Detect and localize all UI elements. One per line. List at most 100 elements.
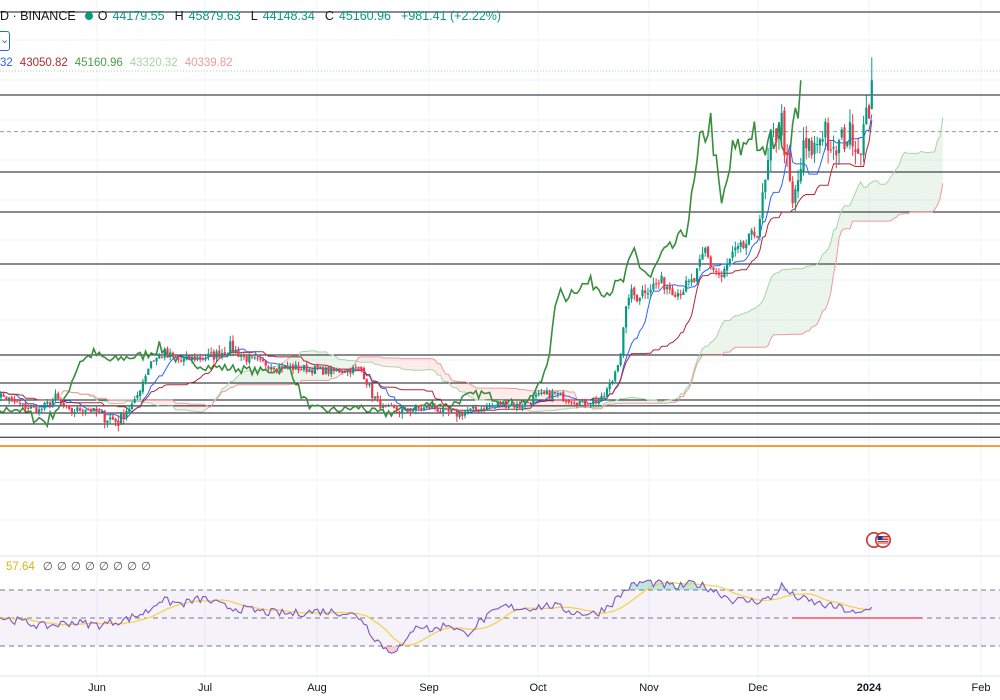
candle-body[interactable] <box>488 406 491 408</box>
candle-body[interactable] <box>13 398 16 403</box>
candle-body[interactable] <box>253 357 256 359</box>
candle-body[interactable] <box>723 269 726 278</box>
candle-body[interactable] <box>701 253 704 260</box>
candle-body[interactable] <box>775 128 778 142</box>
candle-body[interactable] <box>821 139 824 142</box>
candle-body[interactable] <box>665 286 669 290</box>
candle-body[interactable] <box>281 366 284 370</box>
candle-body[interactable] <box>365 378 368 385</box>
candle-body[interactable] <box>783 110 786 156</box>
candle-body[interactable] <box>523 401 527 407</box>
candle-body[interactable] <box>250 356 254 358</box>
candle-body[interactable] <box>360 366 363 370</box>
symbol-legend[interactable]: D · BINANCE O 44179.55 H 45879.63 L 44148.34 C 4… <box>0 9 506 23</box>
candle-body[interactable] <box>564 400 568 402</box>
candle-body[interactable] <box>401 408 404 414</box>
candle-body[interactable] <box>756 236 759 238</box>
candle-body[interactable] <box>453 409 456 411</box>
candle-body[interactable] <box>174 356 177 358</box>
candle-body[interactable] <box>338 369 341 373</box>
candle-body[interactable] <box>256 357 259 359</box>
candle-body[interactable] <box>507 405 510 408</box>
candle-body[interactable] <box>387 405 390 407</box>
candle-body[interactable] <box>351 367 355 373</box>
candle-body[interactable] <box>392 405 396 408</box>
candle-body[interactable] <box>848 122 852 145</box>
candle-body[interactable] <box>753 231 756 236</box>
candle-body[interactable] <box>106 420 109 423</box>
candle-body[interactable] <box>655 283 658 285</box>
candle-body[interactable] <box>802 140 805 173</box>
candle-body[interactable] <box>674 294 677 297</box>
candle-body[interactable] <box>29 406 33 409</box>
candle-body[interactable] <box>201 358 205 360</box>
candle-body[interactable] <box>644 290 647 294</box>
candle-body[interactable] <box>600 395 603 400</box>
candle-body[interactable] <box>515 403 518 409</box>
candle-body[interactable] <box>570 401 573 403</box>
candle-body[interactable] <box>16 401 19 403</box>
candle-body[interactable] <box>144 375 147 382</box>
candle-body[interactable] <box>272 368 276 370</box>
candle-body[interactable] <box>603 395 606 397</box>
candle-body[interactable] <box>649 289 652 293</box>
candle-body[interactable] <box>32 406 35 408</box>
candle-body[interactable] <box>196 356 199 360</box>
candle-body[interactable] <box>513 404 516 408</box>
candle-body[interactable] <box>40 408 43 410</box>
candle-body[interactable] <box>294 364 297 370</box>
candle-body[interactable] <box>57 393 60 399</box>
candle-body[interactable] <box>346 369 349 373</box>
candle-body[interactable] <box>379 399 382 409</box>
candlesticks[interactable] <box>0 57 873 432</box>
rsi-pane[interactable] <box>0 555 1000 654</box>
candle-body[interactable] <box>163 348 166 358</box>
candle-body[interactable] <box>608 382 611 390</box>
candle-body[interactable] <box>824 121 827 138</box>
candle-body[interactable] <box>27 407 30 409</box>
candle-body[interactable] <box>270 367 273 370</box>
candle-body[interactable] <box>496 402 499 406</box>
candle-body[interactable] <box>679 293 682 296</box>
candle-body[interactable] <box>169 352 172 357</box>
candle-body[interactable] <box>854 149 857 152</box>
candle-body[interactable] <box>166 348 169 356</box>
candle-body[interactable] <box>376 395 379 399</box>
candle-body[interactable] <box>180 360 183 362</box>
candle-body[interactable] <box>89 409 93 412</box>
candle-body[interactable] <box>690 279 693 283</box>
candle-body[interactable] <box>373 396 377 399</box>
candle-body[interactable] <box>518 404 521 408</box>
candle-body[interactable] <box>504 401 508 408</box>
candle-body[interactable] <box>226 353 229 356</box>
candle-body[interactable] <box>442 408 445 413</box>
candle-body[interactable] <box>204 357 207 359</box>
candle-body[interactable] <box>305 364 308 372</box>
candle-body[interactable] <box>428 405 431 409</box>
candle-body[interactable] <box>84 409 87 412</box>
candle-body[interactable] <box>92 407 95 412</box>
candle-body[interactable] <box>532 396 535 404</box>
candle-body[interactable] <box>619 353 622 365</box>
candle-body[interactable] <box>43 403 46 409</box>
candle-body[interactable] <box>371 383 374 399</box>
candle-body[interactable] <box>234 349 237 353</box>
candle-body[interactable] <box>136 395 139 398</box>
candle-body[interactable] <box>816 144 819 146</box>
candle-body[interactable] <box>210 352 213 354</box>
candle-body[interactable] <box>534 394 538 397</box>
candle-body[interactable] <box>633 287 636 296</box>
candle-body[interactable] <box>747 233 751 245</box>
candle-body[interactable] <box>480 408 483 412</box>
candle-body[interactable] <box>275 368 278 371</box>
candle-body[interactable] <box>559 392 562 394</box>
candle-body[interactable] <box>308 368 311 373</box>
candle-body[interactable] <box>46 401 49 404</box>
candle-body[interactable] <box>141 381 144 392</box>
candle-body[interactable] <box>736 246 740 249</box>
candle-body[interactable] <box>657 283 660 285</box>
candle-body[interactable] <box>731 251 734 258</box>
candle-body[interactable] <box>425 406 428 408</box>
candle-body[interactable] <box>155 357 158 362</box>
candle-body[interactable] <box>668 285 671 290</box>
